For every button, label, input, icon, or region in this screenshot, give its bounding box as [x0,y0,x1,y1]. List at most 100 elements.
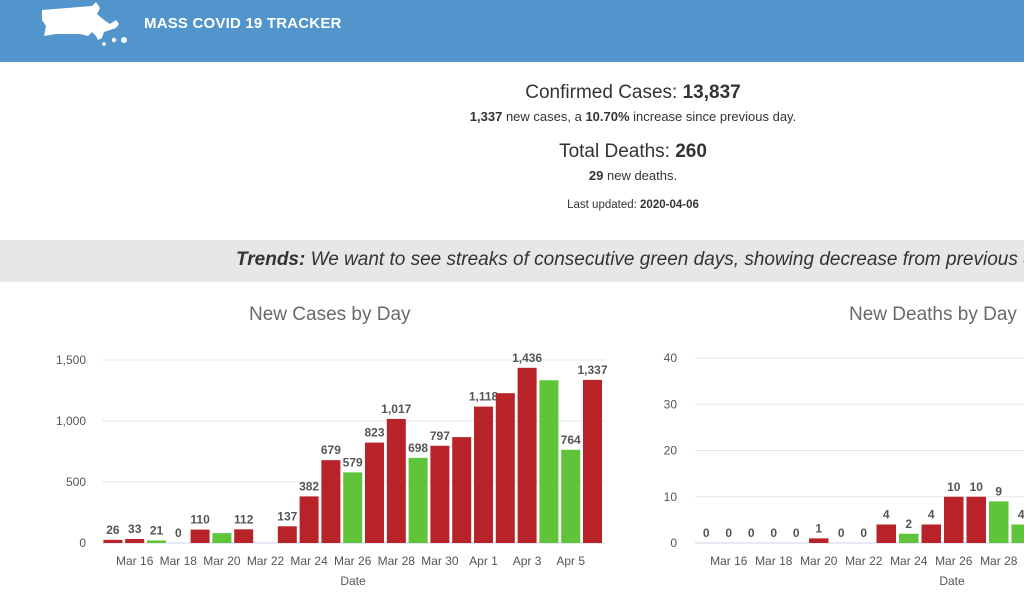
deaths-data-label: 0 [860,526,867,540]
new-cases-line: 1,337 new cases, a 10.70% increase since… [0,109,1024,124]
cases-data-label: 137 [277,509,297,523]
increase-text: increase since previous day. [629,109,797,124]
last-updated-line: Last updated: 2020-04-06 [0,199,1024,211]
deaths-data-label: 0 [725,526,732,540]
deaths-data-label: 2 [905,517,912,531]
last-updated-value: 2020-04-06 [640,199,699,211]
cases-y-tick-label: 500 [66,475,86,489]
deaths-data-label: 9 [995,484,1002,498]
cases-bar [452,437,472,543]
last-updated-label: Last updated: [567,199,641,211]
cases-y-tick-label: 1,500 [56,353,86,367]
cases-data-label: 0 [175,526,182,540]
deaths-data-label: 10 [970,480,984,494]
app-title: MASS COVID 19 TRACKER [144,15,342,32]
cases-data-label: 382 [299,479,319,493]
deaths-x-tick-label: Mar 16 [710,554,748,568]
cases-bar [365,442,384,543]
cases-x-tick-label: Mar 26 [334,554,372,568]
cases-x-axis-title: Date [340,574,366,588]
cases-x-tick-label: Mar 28 [378,554,416,568]
cases-bar [277,526,297,543]
deaths-chart-title: New Deaths by Day [849,304,1017,325]
deaths-x-tick-label: Mar 22 [845,554,883,568]
app-header: MASS COVID 19 TRACKER [0,0,1024,62]
cases-data-label: 797 [430,429,450,443]
deaths-data-label: 1 [815,521,822,535]
deaths-y-tick-label: 10 [664,490,678,504]
trends-banner: Trends: We want to see streaks of consec… [0,240,1024,282]
new-cases-text: new cases, a [502,109,586,124]
cases-data-label: 112 [234,512,254,526]
deaths-y-tick-label: 40 [664,351,678,365]
deaths-data-label: 0 [748,526,755,540]
deaths-x-axis-title: Date [939,574,965,588]
deaths-data-label: 0 [770,526,777,540]
cases-data-label: 26 [106,523,120,537]
cases-x-tick-label: Apr 1 [469,554,498,568]
total-deaths-value: 260 [675,141,707,162]
cases-bar [190,529,210,543]
cases-data-label: 579 [343,455,363,469]
cases-bar [474,406,493,543]
cases-x-tick-label: Mar 24 [290,554,328,568]
deaths-bar [876,524,896,543]
deaths-bar [921,524,941,543]
cases-y-tick-label: 0 [79,536,86,550]
deaths-data-label: 0 [703,526,710,540]
cases-chart-title: New Cases by Day [249,304,411,325]
deaths-bar [1011,524,1024,543]
increase-percent: 10.70% [585,109,630,124]
total-deaths-line: Total Deaths: 260 [0,141,1024,163]
deaths-bar [809,538,829,543]
cases-data-label: 110 [190,513,210,527]
cases-data-label: 21 [150,523,164,537]
cases-x-tick-label: Mar 30 [421,554,459,568]
deaths-y-tick-label: 0 [670,536,677,550]
cases-data-label: 33 [128,522,142,536]
confirmed-cases-value: 13,837 [682,82,741,103]
deaths-x-tick-label: Mar 18 [755,554,793,568]
cases-x-tick-label: Mar 20 [203,554,241,568]
deaths-data-label: 0 [793,526,800,540]
deaths-bar [989,501,1009,543]
deaths-bar [899,533,919,543]
new-deaths-line: 29 new deaths. [0,168,1024,183]
trends-text: We want to see streaks of consecutive gr… [305,249,1024,270]
deaths-y-tick-label: 30 [664,397,678,411]
deaths-y-tick-label: 20 [664,444,678,458]
cases-bar [539,380,559,543]
cases-data-label: 1,118 [469,390,499,404]
cases-bar [234,529,254,543]
cases-bar [561,449,581,543]
cases-bar [103,539,123,543]
cases-y-tick-label: 1,000 [56,414,86,428]
cases-bar [583,379,602,543]
deaths-data-label: 10 [947,480,961,494]
deaths-bar [966,496,986,543]
deaths-x-tick-label: Mar 20 [800,554,838,568]
massachusetts-map-icon [42,2,127,46]
cases-bar [386,418,406,543]
cases-bar [408,457,428,543]
deaths-data-label: 4 [928,508,935,522]
cases-data-label: 1,337 [577,363,607,377]
cases-x-tick-label: Mar 18 [160,554,198,568]
cases-bar [212,533,232,543]
deaths-data-label: 4 [1018,508,1024,522]
trends-label: Trends: [236,249,306,270]
cases-x-tick-label: Mar 16 [116,554,154,568]
confirmed-cases-label: Confirmed Cases: [525,82,683,103]
cases-bar [299,496,319,543]
new-deaths-value: 29 [588,168,604,183]
deaths-x-tick-label: Mar 26 [935,554,973,568]
deaths-data-label: 0 [838,526,845,540]
cases-bar [517,367,537,543]
cases-bar [321,460,341,543]
confirmed-cases-line: Confirmed Cases: 13,837 [0,82,1024,104]
cases-data-label: 698 [408,441,428,455]
cases-data-label: 679 [321,443,341,457]
deaths-x-tick-label: Mar 28 [980,554,1018,568]
cases-bar [495,393,515,543]
